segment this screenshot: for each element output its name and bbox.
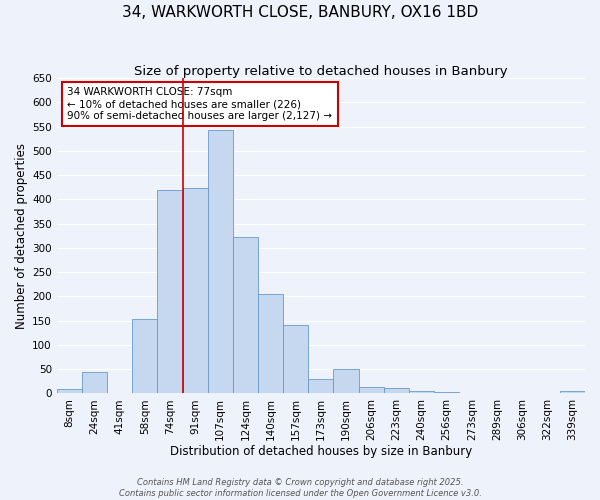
Bar xyxy=(182,188,208,394)
Bar xyxy=(258,294,283,394)
Bar xyxy=(157,190,182,394)
Text: Contains HM Land Registry data © Crown copyright and database right 2025.
Contai: Contains HM Land Registry data © Crown c… xyxy=(119,478,481,498)
Bar xyxy=(334,369,359,394)
Text: 34, WARKWORTH CLOSE, BANBURY, OX16 1BD: 34, WARKWORTH CLOSE, BANBURY, OX16 1BD xyxy=(122,5,478,20)
Bar xyxy=(434,392,459,394)
Bar xyxy=(308,379,334,394)
Bar xyxy=(359,386,384,394)
Bar xyxy=(560,391,585,394)
Bar xyxy=(57,390,82,394)
Bar xyxy=(132,319,157,394)
X-axis label: Distribution of detached houses by size in Banbury: Distribution of detached houses by size … xyxy=(170,444,472,458)
Bar xyxy=(208,130,233,394)
Text: 34 WARKWORTH CLOSE: 77sqm
← 10% of detached houses are smaller (226)
90% of semi: 34 WARKWORTH CLOSE: 77sqm ← 10% of detac… xyxy=(67,88,332,120)
Title: Size of property relative to detached houses in Banbury: Size of property relative to detached ho… xyxy=(134,65,508,78)
Bar xyxy=(283,326,308,394)
Bar xyxy=(409,391,434,394)
Y-axis label: Number of detached properties: Number of detached properties xyxy=(15,142,28,328)
Bar xyxy=(384,388,409,394)
Bar xyxy=(82,372,107,394)
Bar xyxy=(233,237,258,394)
